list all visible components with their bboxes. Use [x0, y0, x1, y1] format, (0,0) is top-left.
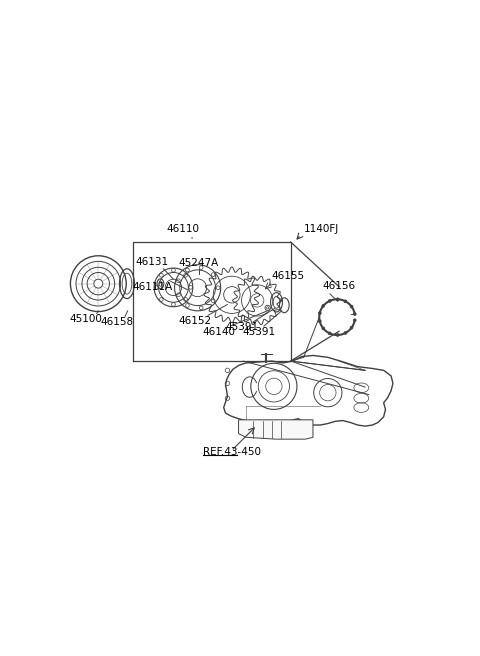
Circle shape — [353, 319, 356, 321]
Text: 45391: 45391 — [242, 327, 276, 337]
Circle shape — [318, 312, 321, 315]
Text: 46110: 46110 — [166, 224, 199, 234]
Circle shape — [336, 333, 339, 337]
Circle shape — [322, 327, 325, 330]
Circle shape — [328, 299, 331, 302]
Text: 45247A: 45247A — [179, 258, 219, 268]
Circle shape — [336, 298, 339, 301]
Polygon shape — [239, 420, 313, 439]
Circle shape — [350, 326, 353, 329]
Text: 46111A: 46111A — [132, 282, 172, 292]
Polygon shape — [224, 356, 393, 426]
Circle shape — [344, 300, 347, 303]
Text: 45391: 45391 — [225, 322, 258, 333]
Text: 46155: 46155 — [271, 271, 304, 281]
Circle shape — [353, 312, 356, 316]
Text: 45100: 45100 — [70, 314, 102, 324]
Circle shape — [350, 305, 353, 308]
Text: 1140FJ: 1140FJ — [304, 224, 339, 234]
Text: 46131: 46131 — [136, 257, 169, 267]
Text: 46140: 46140 — [203, 327, 236, 337]
Text: 46152: 46152 — [179, 316, 212, 327]
Circle shape — [322, 304, 325, 308]
Circle shape — [328, 332, 331, 335]
Text: 46158: 46158 — [100, 317, 133, 327]
Text: REF.43-450: REF.43-450 — [203, 447, 261, 457]
Text: 46156: 46156 — [323, 281, 356, 291]
Circle shape — [344, 331, 347, 335]
Circle shape — [318, 319, 321, 323]
